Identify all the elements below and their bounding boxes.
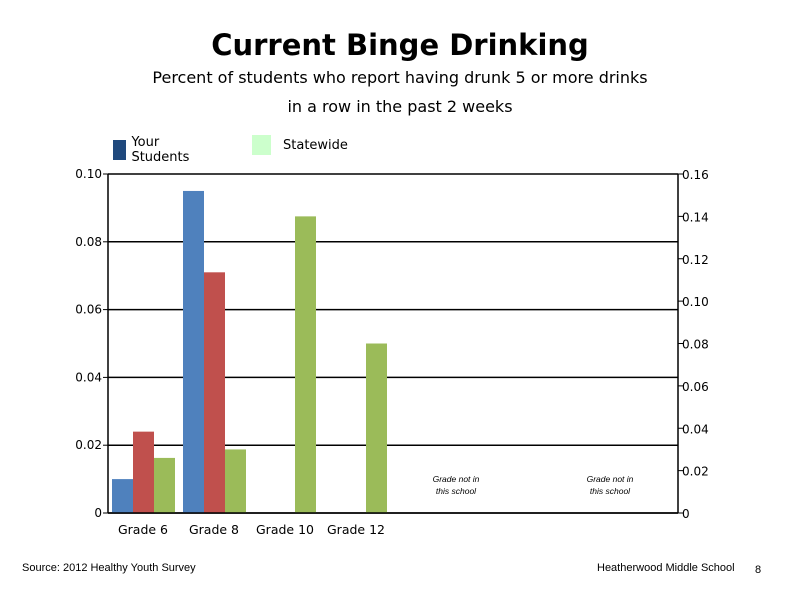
y-right-tick-label: 0.06 [682, 380, 709, 394]
annotation-line-1: Grade not in [433, 474, 480, 484]
chart-subtitle-line-1: Percent of students who report having dr… [152, 68, 648, 87]
bar [225, 449, 246, 513]
legend-label-statewide: Statewide [283, 137, 348, 153]
y-right-tick-label: 0.04 [682, 422, 709, 436]
y-left-tick-label: 0.02 [75, 438, 102, 452]
legend-item-statewide: Statewide [252, 135, 348, 155]
x-tick-label: Grade 10 [256, 522, 314, 537]
bar [133, 431, 154, 513]
source-note: Source: 2012 Healthy Youth Survey [22, 562, 196, 574]
bar [112, 479, 133, 513]
school-name: Heatherwood Middle School [597, 562, 735, 574]
y-right-tick-label: 0.02 [682, 465, 709, 479]
y-right-tick-label: 0 [682, 507, 690, 521]
x-tick-label: Grade 12 [327, 522, 385, 537]
y-left-tick-label: 0.08 [75, 235, 102, 249]
bar [366, 343, 387, 513]
y-left-tick-label: 0 [94, 506, 102, 520]
legend-item-your-students: Your Students [113, 135, 195, 165]
y-right-tick-label: 0.12 [682, 253, 709, 267]
bar [295, 216, 316, 513]
chart-subtitle-line-2: in a row in the past 2 weeks [287, 97, 513, 116]
bar [204, 272, 225, 513]
y-right-tick-label: 0.10 [682, 295, 709, 309]
page-number: 8 [755, 564, 762, 576]
legend-label-your-students: Your Students [131, 135, 190, 165]
y-right-tick-label: 0.08 [682, 338, 709, 352]
y-right-tick-label: 0.16 [682, 168, 709, 182]
y-right-tick-label: 0.14 [682, 210, 709, 224]
annotation-line-2: this school [436, 486, 477, 496]
annotation-line-2: this school [590, 486, 631, 496]
y-left-tick-label: 0.06 [75, 303, 102, 317]
x-tick-label: Grade 6 [118, 522, 168, 537]
annotation-line-1: Grade not in [587, 474, 634, 484]
bar [183, 190, 204, 513]
y-left-tick-label: 0.10 [75, 167, 102, 181]
legend-swatch-your-students [113, 140, 127, 160]
chart-title: Current Binge Drinking [211, 28, 589, 62]
x-tick-label: Grade 8 [189, 522, 239, 537]
y-left-tick-label: 0.04 [75, 370, 102, 384]
legend-swatch-statewide [252, 135, 271, 155]
bar [154, 457, 175, 513]
